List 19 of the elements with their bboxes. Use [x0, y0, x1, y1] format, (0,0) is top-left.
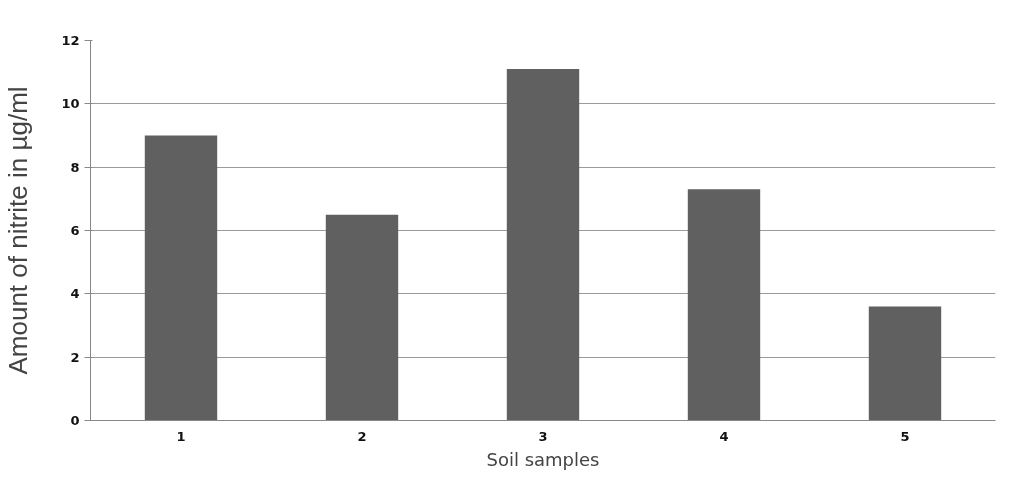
x-tick-label: 3: [538, 428, 548, 444]
x-tick-label: 5: [900, 428, 910, 444]
y-tick-label: 0: [70, 413, 80, 428]
y-tick-label: 12: [61, 33, 80, 48]
x-tick-label: 2: [357, 428, 367, 444]
y-tick-label: 10: [61, 96, 80, 112]
y-tick-label: 6: [70, 223, 80, 238]
bar: [325, 214, 399, 421]
y-tick-label: 4: [70, 286, 80, 302]
bar: [506, 69, 580, 421]
bar: [687, 189, 761, 421]
bar: [144, 135, 218, 421]
y-tick-label: 2: [70, 349, 80, 365]
x-tick-label: 4: [719, 428, 729, 444]
y-axis-title: Amount of nitrite in µg/ml: [3, 86, 34, 375]
x-axis-title: Soil samples: [486, 448, 600, 470]
x-tick-label: 1: [176, 428, 186, 444]
y-tick-label: 8: [70, 159, 80, 175]
bar: [868, 306, 942, 421]
